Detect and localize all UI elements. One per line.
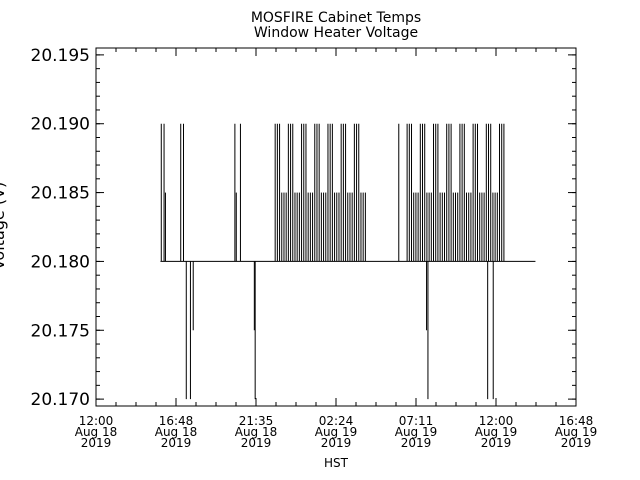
series-line [160,123,536,400]
x-tick-label-date: Aug 18 [155,425,198,439]
y-tick-label: 20.175 [31,321,90,341]
y-tick-label: 20.180 [31,252,90,272]
x-tick-label-year: 2019 [401,436,432,450]
chart-subtitle: Window Heater Voltage [254,25,418,41]
x-tick-label-year: 2019 [241,436,272,450]
x-tick-label-year: 2019 [161,436,192,450]
x-axis-label: HST [324,456,349,470]
x-tick-label-date: Aug 19 [395,425,438,439]
x-tick-label-date: Aug 19 [555,425,598,439]
x-tick-label-year: 2019 [481,436,512,450]
y-tick-label: 20.170 [31,390,90,410]
x-tick-label-time: 21:35 [239,414,274,428]
y-axis-label: Voltage (V) [0,182,8,271]
x-tick-label-time: 07:11 [399,414,434,428]
x-tick-label-year: 2019 [321,436,352,450]
x-tick-label-year: 2019 [81,436,112,450]
x-tick-label-year: 2019 [561,436,592,450]
x-tick-label-time: 16:48 [559,414,594,428]
x-tick-label-date: Aug 19 [315,425,358,439]
y-tick-label: 20.195 [31,46,90,66]
x-tick-label-date: Aug 19 [475,425,518,439]
y-axis: 20.170 20.175 20.180 20.185 20.190 20.195 [31,46,576,410]
x-tick-label-time: 12:00 [479,414,514,428]
y-tick-label: 20.185 [31,184,90,204]
x-tick-label-date: Aug 18 [235,425,278,439]
y-tick-label: 20.190 [31,115,90,135]
x-tick-label-time: 16:48 [159,414,194,428]
x-tick-label-time: 12:00 [79,414,114,428]
x-tick-label-date: Aug 18 [75,425,118,439]
chart-title: MOSFIRE Cabinet Temps [251,10,421,26]
x-tick-label-time: 02:24 [319,414,354,428]
